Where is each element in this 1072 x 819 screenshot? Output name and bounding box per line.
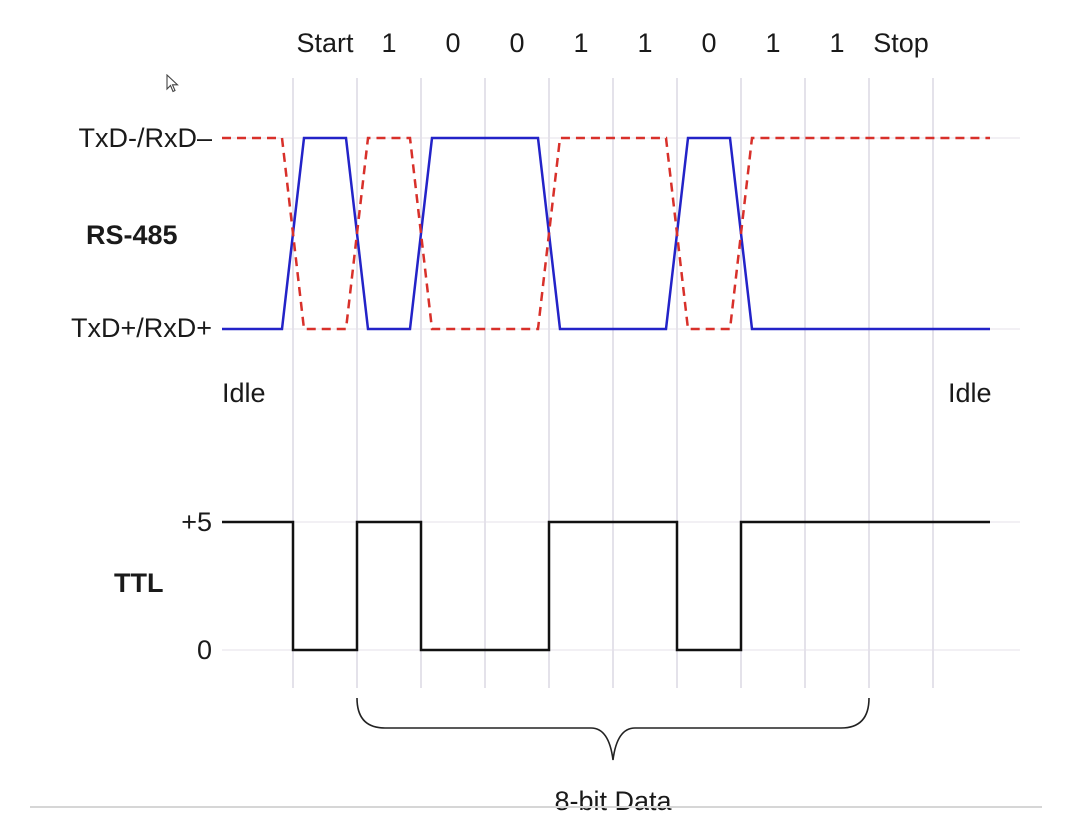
bit-label: 1 xyxy=(381,28,397,58)
bit-label: 1 xyxy=(765,28,781,58)
bit-label: Stop xyxy=(873,28,929,58)
rs485-bottom-line-label: TxD+/RxD+ xyxy=(70,313,212,343)
bit-label: 1 xyxy=(573,28,589,58)
data-brace xyxy=(356,697,870,761)
bit-label: 1 xyxy=(637,28,653,58)
rs485-plus-dashed-trace xyxy=(222,136,990,331)
divider xyxy=(30,806,1042,808)
ttl-trace xyxy=(222,520,990,652)
rs485-top-line-label: TxD-/RxD– xyxy=(78,123,213,153)
idle-right-label: Idle xyxy=(948,378,992,408)
ttl-section-label: TTL xyxy=(114,568,164,598)
ttl-high-label: +5 xyxy=(181,507,212,537)
mouse-pointer-icon xyxy=(166,74,179,93)
bit-label: 1 xyxy=(829,28,845,58)
bit-label: 0 xyxy=(509,28,525,58)
ttl-low-label: 0 xyxy=(196,635,212,665)
brace-label: 8-bit Data xyxy=(554,786,672,816)
bit-grid-lines xyxy=(222,78,1020,688)
bit-label: Start xyxy=(296,28,354,58)
bit-label: 0 xyxy=(445,28,461,58)
rs485-minus-solid-trace xyxy=(222,136,990,331)
bit-label: 0 xyxy=(701,28,717,58)
idle-left-label: Idle xyxy=(222,378,266,408)
rs485-section-label: RS-485 xyxy=(86,220,178,250)
